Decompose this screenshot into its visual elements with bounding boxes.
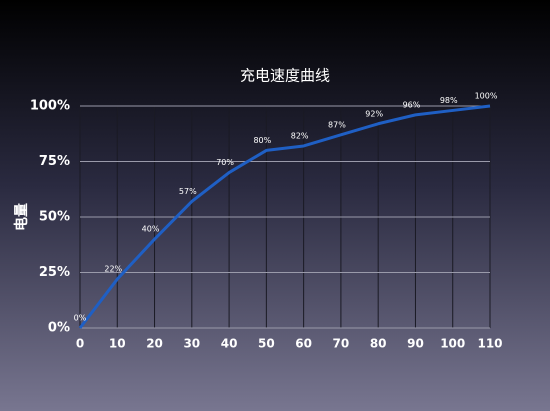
x-tick-label: 50	[258, 337, 275, 351]
x-tick-label: 90	[407, 337, 424, 351]
x-tick-label: 0	[76, 337, 84, 351]
data-label: 96%	[403, 100, 421, 109]
x-tick-label: 70	[333, 337, 350, 351]
x-tick-label: 60	[295, 337, 312, 351]
data-label: 82%	[291, 131, 309, 140]
line	[78, 104, 491, 329]
x-tick-label: 40	[221, 337, 238, 351]
data-label: 80%	[253, 136, 271, 145]
x-tick-label: 10	[109, 337, 126, 351]
data-label: 0%	[74, 314, 87, 323]
y-tick-label: 100%	[30, 99, 70, 114]
y-tick-label: 25%	[39, 265, 70, 280]
data-label: 57%	[179, 187, 197, 196]
chart-title: 充电速度曲线	[240, 67, 330, 85]
y-tick-label: 75%	[39, 154, 70, 169]
x-tick-label: 110	[477, 337, 502, 351]
x-tick-label: 80	[370, 337, 387, 351]
data-label: 40%	[142, 225, 160, 234]
x-tick-label: 30	[183, 337, 200, 351]
data-label: 98%	[440, 96, 458, 105]
x-tick-label: 100	[440, 337, 465, 351]
data-label: 87%	[328, 120, 346, 129]
y-tick-label: 50%	[39, 210, 70, 225]
data-label: 70%	[216, 158, 234, 167]
y-axis-label: 电量	[13, 203, 30, 231]
data-label: 22%	[104, 265, 122, 274]
data-label: 100%	[475, 92, 498, 101]
y-tick-label: 0%	[48, 321, 70, 336]
x-tick-label: 20	[146, 337, 163, 351]
data-label: 92%	[365, 109, 383, 118]
